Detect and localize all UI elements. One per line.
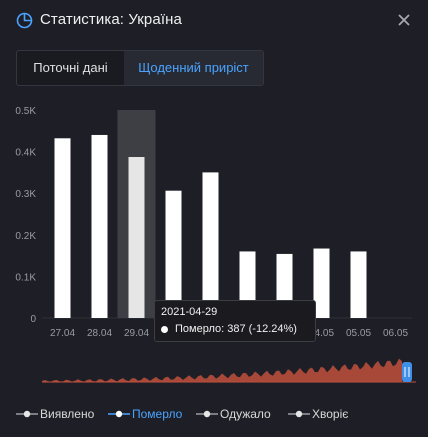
y-tick-label: 0.2K [15,231,36,242]
bar [202,172,219,318]
tooltip-date: 2021-04-29 [161,306,218,318]
tooltip-series-dot [161,326,168,333]
legend-line-icon [196,410,218,418]
y-tick-label: 0.4K [15,148,36,159]
legend-label-sick: Хворіє [312,407,349,421]
legend-line-icon [288,410,310,418]
chart-tooltip: 2021-04-29 Померло: 387 (-12.24%) [154,300,316,342]
close-icon[interactable] [396,12,412,28]
tab-bar: Поточні дані Щоденний приріст [16,50,264,86]
legend-label-died: Померло [132,407,183,421]
bar [165,190,182,318]
x-tick-label: 28.04 [87,328,112,339]
bar [313,248,330,318]
tooltip-value: Померло: 387 (-12.24%) [175,323,297,335]
range-navigator[interactable] [42,356,416,388]
tab-daily-growth[interactable]: Щоденний приріст [124,51,263,85]
bar [350,251,367,318]
bar [54,138,71,318]
x-tick-label: 06.05 [383,328,408,339]
pie-chart-icon [16,12,33,29]
window-title: Статистика: Україна [40,11,182,28]
navigator-area [42,358,402,382]
legend-label-detected: Виявлено [40,407,95,421]
chart-legend: Виявлено Померло Одужало Хворіє [0,404,428,426]
x-tick-label: 27.04 [50,328,75,339]
tab-current-data[interactable]: Поточні дані [33,60,108,75]
bar [91,134,108,318]
navigator-handle[interactable] [402,362,412,382]
y-tick-label: 0.5K [15,106,36,117]
header: Статистика: Україна [0,0,428,42]
legend-line-icon [16,410,38,418]
x-tick-label: 05.05 [346,328,371,339]
x-tick-label: 29.04 [124,328,149,339]
y-tick-label: 0.1K [15,272,36,283]
bar-chart: 00.1K0.2K0.3K0.4K0.5K27.0428.0429.0430.0… [0,96,428,356]
bar-chart-svg: 00.1K0.2K0.3K0.4K0.5K27.0428.0429.0430.0… [15,106,412,339]
legend-line-icon [108,410,130,418]
y-tick-label: 0 [30,314,36,325]
y-tick-label: 0.3K [15,189,36,200]
x-tick-label: 04.05 [309,328,334,339]
legend-label-recovered: Одужало [220,407,271,421]
navigator-svg[interactable] [42,356,416,388]
bar [128,157,145,318]
